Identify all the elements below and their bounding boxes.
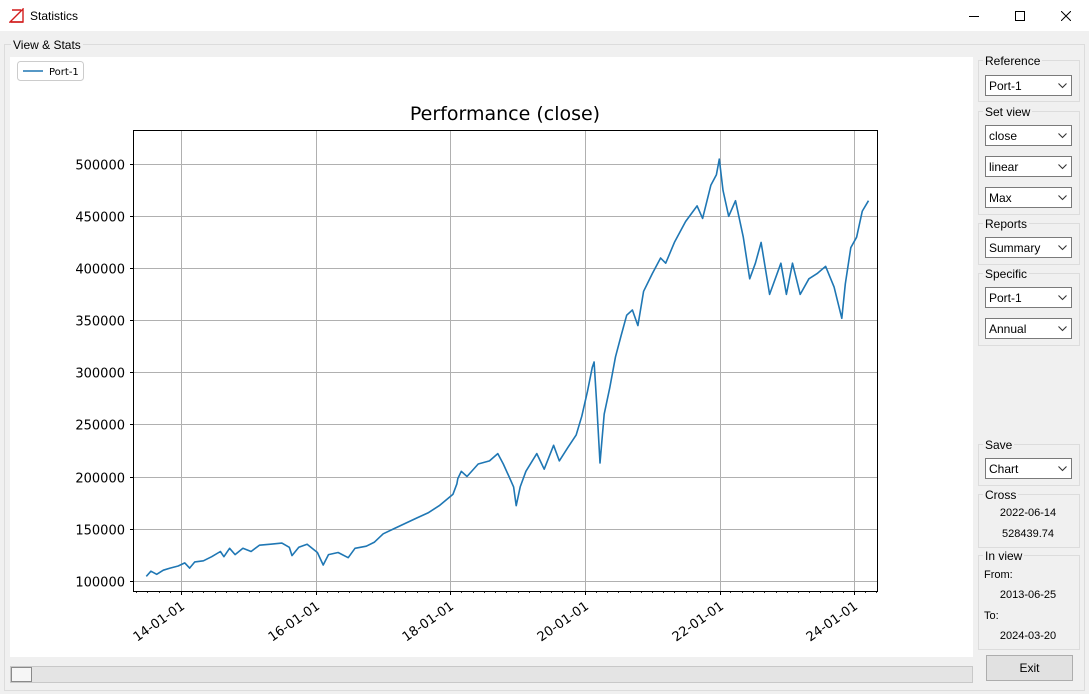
y-tick-label: 350000 bbox=[75, 315, 125, 330]
series-line-port-1 bbox=[145, 158, 870, 577]
view-stats-label: View & Stats bbox=[11, 38, 83, 52]
y-tick-label: 200000 bbox=[75, 472, 125, 487]
y-tick-label: 450000 bbox=[75, 211, 125, 226]
in-view-label: In view bbox=[983, 549, 1025, 563]
chevron-down-icon bbox=[1058, 164, 1067, 170]
specific-port-value: Port-1 bbox=[989, 291, 1022, 305]
y-tick-label: 300000 bbox=[75, 367, 125, 382]
chevron-down-icon bbox=[1058, 195, 1067, 201]
minimize-button[interactable] bbox=[951, 0, 997, 31]
view-field-value: close bbox=[989, 129, 1018, 143]
save-label: Save bbox=[983, 438, 1015, 452]
x-tick-label: 24-01-01 bbox=[804, 599, 861, 645]
save-select[interactable]: Chart bbox=[985, 458, 1072, 479]
reports-label: Reports bbox=[983, 217, 1030, 231]
y-tick-label: 400000 bbox=[75, 263, 125, 278]
view-scale-value: linear bbox=[989, 160, 1019, 174]
specific-port-select[interactable]: Port-1 bbox=[985, 287, 1072, 308]
close-icon bbox=[1061, 10, 1071, 21]
performance-chart[interactable]: 100000 150000 200000 250000 300000 350000 4000… bbox=[10, 57, 973, 657]
chevron-down-icon bbox=[1058, 466, 1067, 472]
in-view-group bbox=[978, 555, 1080, 650]
chevron-down-icon bbox=[1058, 295, 1067, 301]
y-tick-label: 250000 bbox=[75, 419, 125, 434]
cross-value: 528439.74 bbox=[1002, 528, 1054, 540]
scrollbar-thumb[interactable] bbox=[11, 667, 32, 682]
reports-value: Summary bbox=[989, 241, 1041, 255]
to-date: 2024-03-20 bbox=[999, 630, 1057, 642]
specific-label: Specific bbox=[983, 267, 1030, 281]
x-tick-label: 18-01-01 bbox=[400, 599, 457, 645]
view-stats-group bbox=[4, 44, 1085, 691]
to-label: To: bbox=[984, 610, 999, 622]
x-tick-label: 16-01-01 bbox=[266, 599, 323, 645]
reference-value: Port-1 bbox=[989, 79, 1022, 93]
maximize-button[interactable] bbox=[997, 0, 1043, 31]
chevron-down-icon bbox=[1058, 326, 1067, 332]
view-range-select[interactable]: Max bbox=[985, 187, 1072, 208]
specific-period-value: Annual bbox=[989, 322, 1027, 336]
save-group bbox=[978, 444, 1080, 486]
save-value: Chart bbox=[989, 462, 1019, 476]
chevron-down-icon bbox=[1058, 83, 1067, 89]
from-label: From: bbox=[984, 569, 1013, 581]
minimize-icon bbox=[969, 15, 979, 17]
window-title: Statistics bbox=[30, 9, 79, 23]
title-bar: Statistics bbox=[0, 0, 1089, 31]
from-date: 2013-06-25 bbox=[999, 589, 1057, 601]
legend: Port-1 bbox=[17, 61, 84, 81]
view-scale-select[interactable]: linear bbox=[985, 156, 1072, 177]
y-tick-label: 150000 bbox=[75, 524, 125, 539]
chevron-down-icon bbox=[1058, 133, 1067, 139]
set-view-label: Set view bbox=[983, 105, 1033, 119]
reference-label: Reference bbox=[983, 54, 1043, 68]
app-icon bbox=[9, 8, 24, 23]
y-tick-label: 500000 bbox=[75, 159, 125, 174]
maximize-icon bbox=[1015, 10, 1025, 21]
chart-title: Performance (close) bbox=[410, 103, 600, 125]
close-button[interactable] bbox=[1043, 0, 1089, 31]
horizontal-scrollbar[interactable] bbox=[10, 666, 973, 683]
axes-frame bbox=[133, 130, 878, 592]
cross-label: Cross bbox=[983, 488, 1019, 502]
chevron-down-icon bbox=[1058, 245, 1067, 251]
view-field-select[interactable]: close bbox=[985, 125, 1072, 146]
x-tick-label: 14-01-01 bbox=[131, 599, 188, 645]
specific-period-select[interactable]: Annual bbox=[985, 318, 1072, 339]
cross-group bbox=[978, 494, 1080, 548]
legend-label: Port-1 bbox=[49, 67, 79, 78]
reports-select[interactable]: Summary bbox=[985, 237, 1072, 258]
y-tick-label: 100000 bbox=[75, 576, 125, 591]
x-tick-label: 22-01-01 bbox=[670, 599, 727, 645]
cross-date: 2022-06-14 bbox=[999, 507, 1057, 519]
exit-button[interactable]: Exit bbox=[986, 655, 1073, 681]
x-tick-label: 20-01-01 bbox=[535, 599, 592, 645]
plot-area[interactable]: 100000 150000 200000 250000 300000 350000 4000… bbox=[10, 57, 973, 657]
view-range-value: Max bbox=[989, 191, 1012, 205]
reference-select[interactable]: Port-1 bbox=[985, 75, 1072, 96]
